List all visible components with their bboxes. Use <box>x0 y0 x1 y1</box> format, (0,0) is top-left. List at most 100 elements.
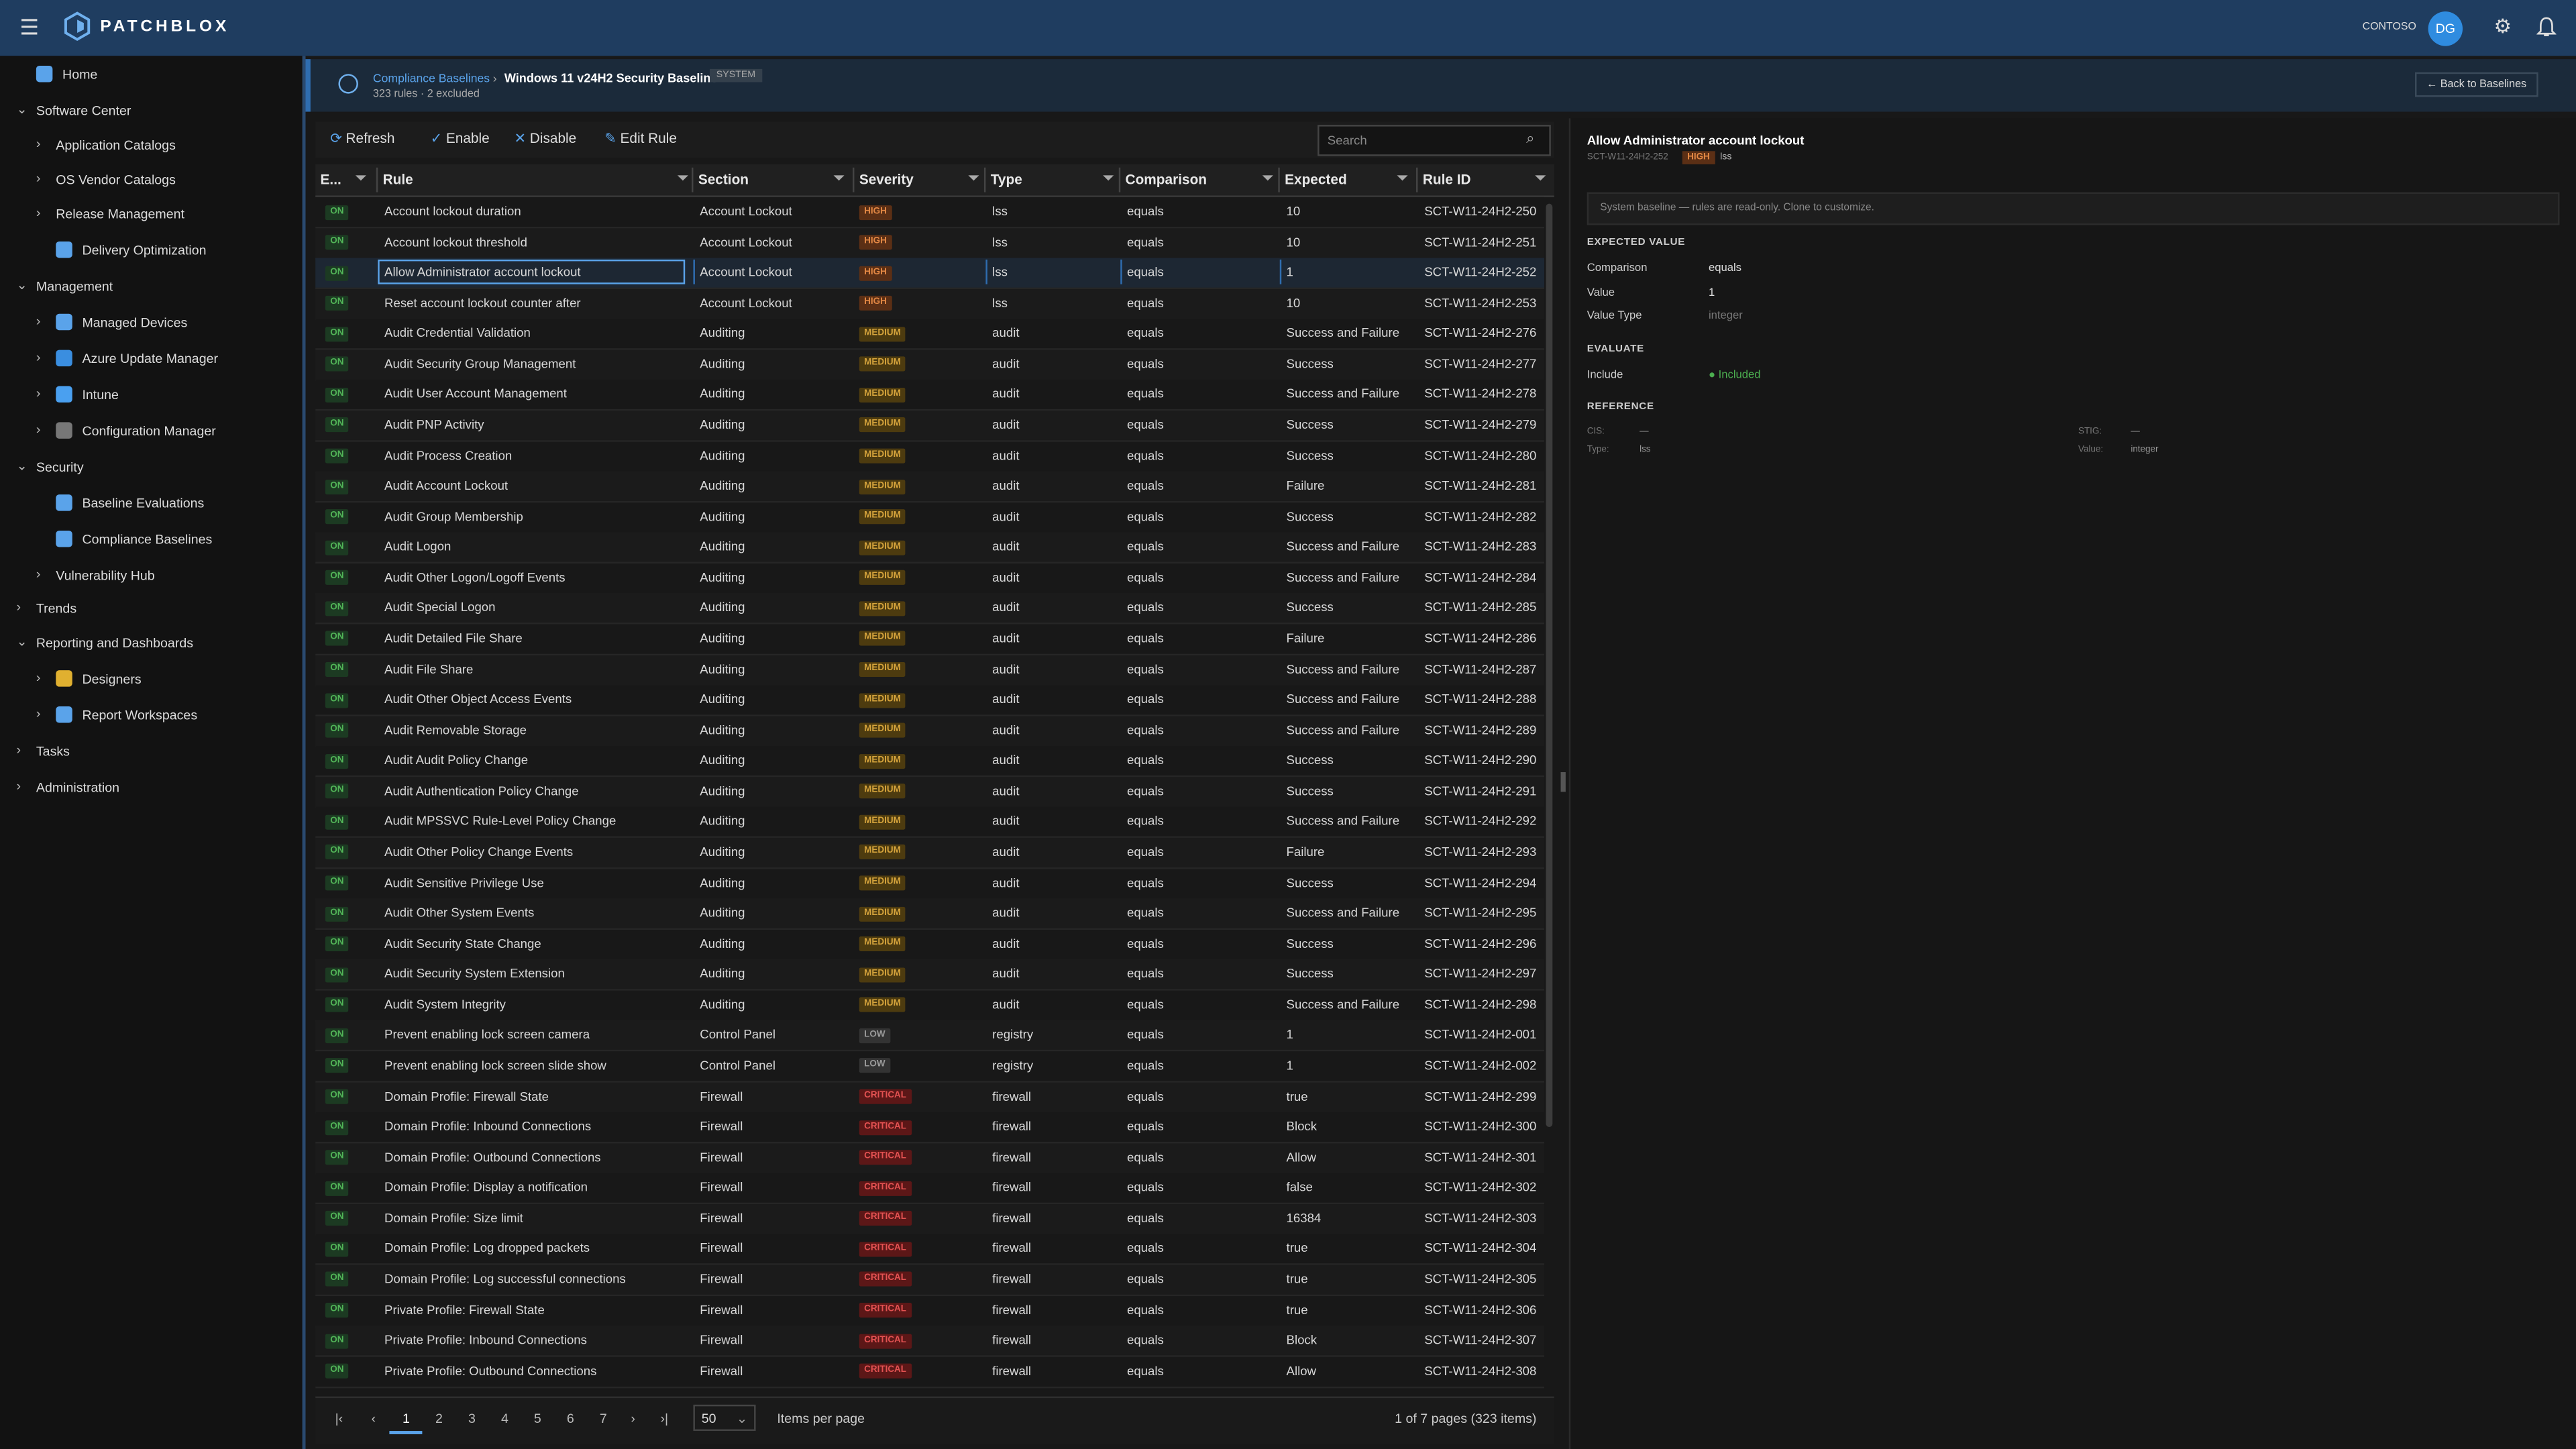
nav-item[interactable]: Vulnerability Hub <box>56 568 155 584</box>
column-header[interactable]: Type <box>990 170 1022 188</box>
table-row[interactable] <box>315 1234 1545 1266</box>
column-header[interactable]: Comparison <box>1125 170 1208 188</box>
nav-item[interactable]: OS Vendor Catalogs <box>56 172 176 188</box>
nav-chevron[interactable]: › <box>36 422 41 437</box>
table-row[interactable] <box>315 1142 1545 1175</box>
table-row[interactable] <box>315 959 1545 991</box>
nav-item[interactable]: Intune <box>82 387 119 403</box>
table-row[interactable] <box>315 472 1545 503</box>
nav-item[interactable]: Report Workspaces <box>82 708 198 723</box>
table-row[interactable] <box>315 1051 1545 1083</box>
first-page[interactable]: |‹ <box>335 1411 343 1426</box>
nav-item[interactable]: Trends <box>36 601 77 616</box>
nav-item[interactable]: Security <box>36 460 84 475</box>
nav-item[interactable]: Tasks <box>36 744 70 759</box>
table-row[interactable] <box>315 929 1545 961</box>
disable-button[interactable]: ✕ Disable <box>514 129 577 146</box>
table-row[interactable] <box>315 1020 1545 1053</box>
table-row[interactable] <box>315 563 1545 595</box>
nav-item[interactable]: Configuration Manager <box>82 423 216 439</box>
nav-item[interactable]: Application Catalogs <box>56 138 176 153</box>
nav-item[interactable]: Baseline Evaluations <box>82 496 205 511</box>
table-row[interactable] <box>315 807 1545 839</box>
column-header[interactable]: Expected <box>1285 170 1347 188</box>
table-row[interactable] <box>315 868 1545 900</box>
page-size-select[interactable]: 50 ⌄ <box>693 1404 756 1432</box>
table-row[interactable] <box>315 441 1545 473</box>
table-row[interactable] <box>315 319 1545 351</box>
page-button[interactable]: 5 <box>533 1411 541 1426</box>
nav-item[interactable]: Release Management <box>56 207 184 222</box>
table-row[interactable] <box>315 1295 1545 1327</box>
splitter[interactable] <box>1560 772 1566 792</box>
nav-chevron[interactable]: ⌄ <box>16 101 28 117</box>
nav-chevron[interactable]: › <box>16 742 21 757</box>
column-filter[interactable]: ⏷ <box>676 169 689 186</box>
table-row[interactable] <box>315 1203 1545 1236</box>
nav-chevron[interactable]: › <box>16 599 21 614</box>
nav-chevron[interactable]: › <box>36 386 41 401</box>
table-row[interactable] <box>315 350 1545 381</box>
page-button[interactable]: 6 <box>566 1411 574 1426</box>
next-page[interactable]: › <box>631 1411 635 1426</box>
table-row[interactable] <box>315 990 1545 1022</box>
breadcrumb-link[interactable]: Compliance Baselines <box>372 70 490 86</box>
table-row[interactable] <box>315 1265 1545 1297</box>
page-button[interactable]: 2 <box>435 1411 443 1426</box>
nav-item[interactable]: Designers <box>82 672 142 687</box>
table-row[interactable] <box>315 1326 1545 1358</box>
nav-chevron[interactable]: › <box>36 136 41 152</box>
nav-item[interactable]: Azure Update Manager <box>82 352 219 367</box>
notifications-button[interactable] <box>2536 16 2557 38</box>
column-filter[interactable]: ⏷ <box>1534 169 1546 186</box>
table-row[interactable] <box>315 837 1545 869</box>
table-row[interactable] <box>315 380 1545 412</box>
enable-button[interactable]: ✓ Enable <box>430 129 490 146</box>
page-button[interactable]: 4 <box>500 1411 508 1426</box>
table-row[interactable] <box>315 898 1545 930</box>
table-row[interactable] <box>315 1081 1545 1114</box>
nav-chevron[interactable]: › <box>36 706 41 722</box>
back-button[interactable]: ← Back to Baselines <box>2415 72 2538 97</box>
table-row[interactable] <box>315 655 1545 686</box>
page-button[interactable]: 7 <box>599 1411 607 1426</box>
table-row[interactable] <box>315 1173 1545 1205</box>
table-row[interactable] <box>315 197 1545 229</box>
column-filter[interactable]: ⏷ <box>1261 169 1274 186</box>
table-row[interactable] <box>315 746 1545 777</box>
table-row[interactable] <box>315 776 1545 808</box>
column-filter[interactable]: ⏷ <box>1396 169 1409 186</box>
column-header[interactable]: E... <box>320 170 341 188</box>
nav-chevron[interactable]: › <box>36 670 41 686</box>
nav-chevron[interactable]: › <box>36 313 41 329</box>
table-row[interactable] <box>315 411 1545 442</box>
column-header[interactable]: Severity <box>859 170 914 188</box>
table-row[interactable] <box>315 715 1545 747</box>
last-page[interactable]: ›| <box>660 1411 669 1426</box>
column-filter[interactable]: ⏷ <box>1102 169 1114 186</box>
table-row[interactable] <box>315 502 1545 534</box>
tenant[interactable]: CONTOSO <box>2362 21 2416 33</box>
nav-item[interactable]: Home <box>62 67 98 83</box>
settings-button[interactable]: ⚙ <box>2493 15 2512 38</box>
page-button[interactable]: 1 <box>402 1411 410 1426</box>
column-header[interactable]: Rule ID <box>1422 170 1471 188</box>
nav-item[interactable]: Delivery Optimization <box>82 243 207 258</box>
column-header[interactable]: Rule <box>382 170 413 188</box>
avatar[interactable]: DG <box>2428 11 2463 46</box>
nav-chevron[interactable]: ⌄ <box>16 458 28 474</box>
page-button[interactable]: 3 <box>468 1411 476 1426</box>
scrollbar[interactable] <box>1546 203 1553 1128</box>
nav-chevron[interactable]: ⌄ <box>16 277 28 292</box>
table-row[interactable] <box>315 685 1545 717</box>
edit-rule-button[interactable]: ✎ Edit Rule <box>604 129 677 146</box>
table-row[interactable] <box>315 1112 1545 1144</box>
table-row[interactable] <box>315 227 1545 259</box>
column-filter[interactable]: ⏷ <box>354 169 367 186</box>
nav-chevron[interactable]: › <box>36 566 41 582</box>
column-filter[interactable]: ⏷ <box>833 169 845 186</box>
nav-item[interactable]: Administration <box>36 780 120 796</box>
table-row[interactable] <box>315 624 1545 656</box>
nav-chevron[interactable]: › <box>16 778 21 794</box>
table-row[interactable] <box>315 1356 1545 1388</box>
